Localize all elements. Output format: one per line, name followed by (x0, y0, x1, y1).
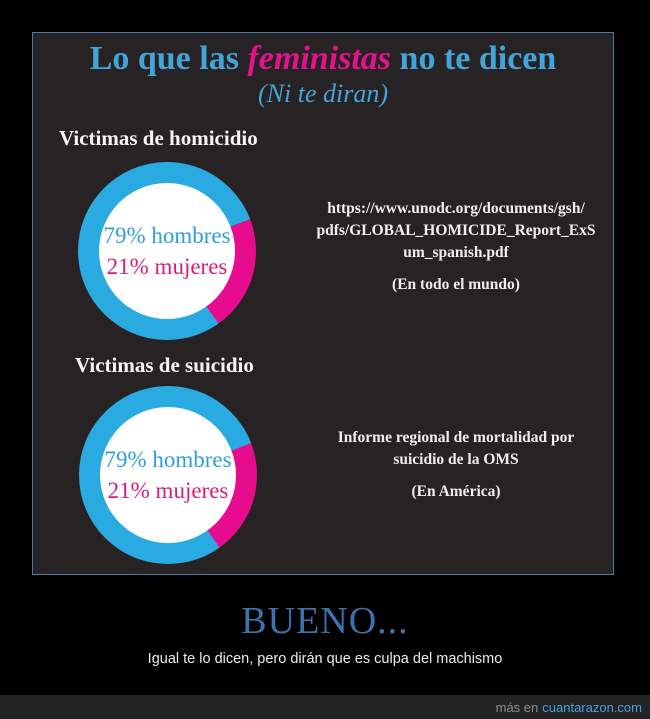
caption: Igual te lo dicen, pero dirán que es cul… (147, 651, 503, 667)
donut-chart-homicide: 79% hombres 21% mujeres (78, 162, 256, 340)
female-share-label: 21% mujeres (106, 254, 228, 279)
source-url-line: https://www.unodc.org/documents/gsh/ (327, 200, 585, 217)
scope-label-world: (En todo el mundo) (392, 276, 520, 293)
source-text-suicide: Informe regional de mortalidad por suici… (272, 427, 640, 503)
title-part-1: Lo que las (89, 40, 248, 77)
meme-title: Lo que las feministas no te dicen (33, 40, 613, 78)
site-link: cuantarazon.com (542, 699, 642, 715)
watermark-prefix: más en (495, 699, 539, 715)
donut-hole: 79% hombres 21% mujeres (100, 407, 236, 543)
scope-label-america: (En América) (411, 483, 501, 500)
male-share-label: 79% hombres (103, 223, 231, 248)
section-heading-suicide: Victimas de suicidio (75, 353, 254, 377)
watermark-bar: más en cuantarazon.com (0, 695, 650, 719)
meme-subtitle: (Ni te diran) (258, 78, 388, 108)
source-text-homicide: https://www.unodc.org/documents/gsh/ pdf… (272, 198, 640, 296)
headline: BUENO... (241, 600, 409, 642)
donut-chart-suicide: 79% hombres 21% mujeres (79, 386, 257, 564)
poster-frame: Lo que las feministas no te dicen (Ni te… (32, 32, 614, 575)
female-share-label: 21% mujeres (107, 478, 229, 503)
source-line: Informe regional de mortalidad por (337, 429, 575, 446)
title-highlight-feministas: feministas (247, 40, 392, 77)
source-url-line: pdfs/GLOBAL_HOMICIDE_Report_ExS (316, 222, 596, 239)
source-line: suicidio de la OMS (393, 451, 519, 468)
male-share-label: 79% hombres (104, 447, 232, 472)
title-part-2: no te dicen (391, 40, 557, 77)
donut-hole: 79% hombres 21% mujeres (99, 183, 235, 319)
section-heading-homicide: Victimas de homicidio (59, 126, 258, 150)
source-url-line: um_spanish.pdf (403, 244, 509, 261)
